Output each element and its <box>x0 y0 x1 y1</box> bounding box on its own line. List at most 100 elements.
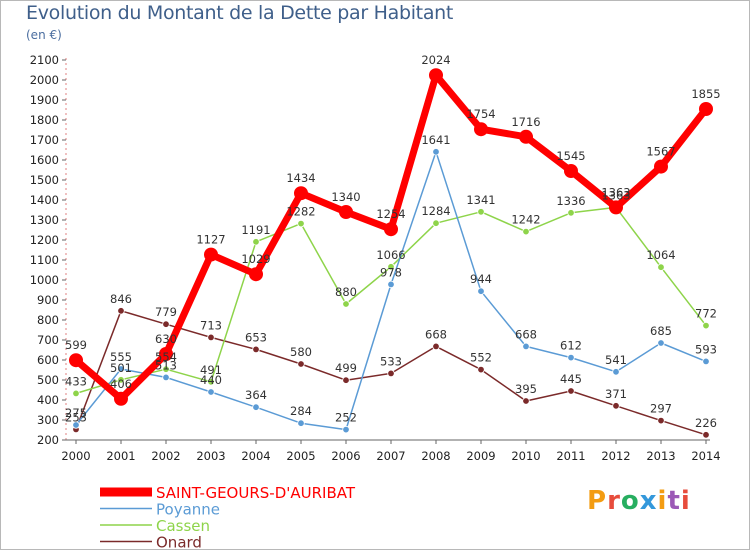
data-point <box>204 247 218 262</box>
y-tick-label: 900 <box>37 293 59 307</box>
logo-letter: i <box>657 486 668 516</box>
y-tick-label: 1100 <box>30 253 59 267</box>
data-label: 772 <box>695 307 717 321</box>
data-label: 1191 <box>241 223 270 237</box>
data-point <box>117 307 125 315</box>
data-point <box>207 333 215 342</box>
data-label: 1242 <box>511 213 540 227</box>
y-tick-label: 700 <box>37 333 59 347</box>
data-label: 406 <box>110 377 132 391</box>
data-point <box>297 360 305 368</box>
x-tick-label: 2013 <box>646 449 675 463</box>
data-point <box>702 321 710 330</box>
data-label: 1363 <box>601 185 630 199</box>
data-label: 1716 <box>511 115 540 129</box>
data-point <box>252 345 260 354</box>
series-layer <box>69 68 713 439</box>
logo-letter: i <box>680 486 691 516</box>
data-point <box>612 402 620 410</box>
data-label: 1641 <box>421 133 450 147</box>
data-label: 499 <box>335 361 357 375</box>
data-point <box>162 373 170 382</box>
data-point <box>72 389 80 398</box>
x-tick-label: 2003 <box>196 449 225 463</box>
data-label: 630 <box>155 332 177 346</box>
data-label: 491 <box>200 363 222 377</box>
data-label: 1340 <box>331 190 360 204</box>
data-label: 275 <box>65 406 87 420</box>
data-label: 371 <box>605 387 627 401</box>
data-label: 395 <box>515 382 537 396</box>
data-label: 552 <box>470 351 492 365</box>
data-label: 1064 <box>646 248 675 262</box>
data-point <box>702 357 710 366</box>
data-label: 1434 <box>286 171 315 185</box>
data-point <box>207 378 215 386</box>
data-label: 668 <box>515 327 537 341</box>
chart-axes: 200 300 400 500 600 700 800 900 1000 1100 1200 1300… <box>30 53 721 463</box>
data-label: 433 <box>65 374 87 388</box>
data-point <box>342 300 350 308</box>
data-point <box>249 267 263 282</box>
data-point <box>297 219 305 228</box>
data-point <box>387 263 395 271</box>
logo-letter: r <box>607 486 621 516</box>
y-tick-label: 2000 <box>30 73 59 87</box>
x-tick-label: 2004 <box>241 449 270 463</box>
data-label: 599 <box>65 338 87 352</box>
data-point <box>657 339 665 347</box>
data-point <box>477 208 485 216</box>
logo-letter: P <box>587 486 608 516</box>
data-point <box>564 164 578 178</box>
data-point <box>567 353 575 362</box>
y-tick-label: 500 <box>37 373 59 387</box>
x-tick-label: 2012 <box>601 449 630 463</box>
data-point <box>72 421 80 429</box>
data-label: 668 <box>425 327 447 341</box>
y-tick-label: 2100 <box>30 53 59 67</box>
data-label: 533 <box>380 354 402 368</box>
x-tick-label: 2009 <box>466 449 495 463</box>
data-point <box>114 391 128 406</box>
y-tick-label: 1900 <box>30 93 59 107</box>
data-point <box>522 342 530 351</box>
x-tick-label: 2008 <box>421 449 450 463</box>
y-tick-label: 200 <box>37 433 59 447</box>
data-point <box>477 365 485 374</box>
data-label: 501 <box>110 361 132 375</box>
data-point <box>297 419 305 427</box>
data-point <box>387 369 395 378</box>
data-label: 612 <box>560 339 582 353</box>
data-point <box>159 347 173 361</box>
x-tick-label: 2014 <box>691 449 720 463</box>
data-label: 554 <box>155 350 177 364</box>
data-point <box>657 263 665 271</box>
y-tick-label: 800 <box>37 313 59 327</box>
data-point <box>609 200 623 215</box>
y-tick-label: 1700 <box>30 133 59 147</box>
data-label: 440 <box>200 373 222 387</box>
data-point <box>567 387 575 395</box>
logo-letter: t <box>667 486 681 516</box>
data-point <box>519 129 533 144</box>
data-label: 252 <box>335 411 357 425</box>
x-tick-label: 2007 <box>376 449 405 463</box>
data-point <box>477 287 485 295</box>
data-label: 284 <box>290 404 312 418</box>
chart-title: Evolution du Montant de la Dette par Hab… <box>26 2 454 24</box>
data-point <box>522 227 530 236</box>
data-label: 1363 <box>601 188 630 202</box>
data-point <box>69 353 83 368</box>
logo-letter: o <box>620 486 640 516</box>
data-label: 1341 <box>466 193 495 207</box>
data-point <box>117 365 125 373</box>
data-point <box>294 186 308 201</box>
x-tick-label: 2000 <box>61 449 90 463</box>
chart-unit-label: (en €) <box>26 28 62 42</box>
data-label: 779 <box>155 305 177 319</box>
data-label: 653 <box>245 330 267 344</box>
data-point <box>252 403 260 411</box>
data-labels-layer: 599 406 630 1127 1029 1434 1340 1254 2024 1754 171… <box>65 53 721 430</box>
logo-letter: x <box>639 486 658 516</box>
